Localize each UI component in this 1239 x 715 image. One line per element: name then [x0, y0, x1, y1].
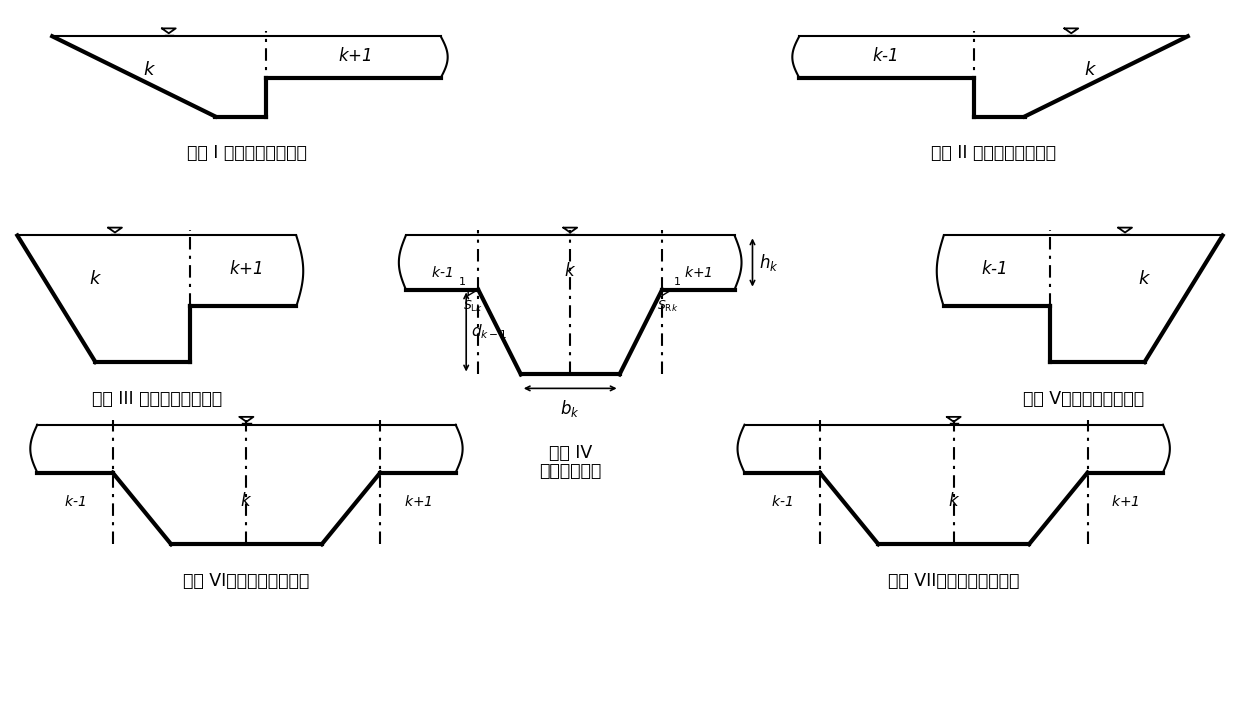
Text: $k$+1: $k$+1	[338, 47, 372, 65]
Text: $k$-1: $k$-1	[872, 47, 897, 65]
Text: $k$: $k$	[240, 492, 253, 511]
Text: $k$-1: $k$-1	[64, 494, 85, 509]
Text: （离岸主槽）: （离岸主槽）	[539, 462, 601, 480]
Text: 1: 1	[674, 277, 681, 287]
Text: 1: 1	[460, 277, 466, 287]
Text: $k$: $k$	[89, 270, 102, 287]
Text: 元素 VII（右侧离岸滩地）: 元素 VII（右侧离岸滩地）	[888, 572, 1020, 590]
Text: $k$+1: $k$+1	[229, 260, 263, 278]
Text: $d_{k-1}$: $d_{k-1}$	[471, 322, 508, 341]
Text: $k$-1: $k$-1	[981, 260, 1007, 278]
Text: 元素 III （左侧近岸主槽）: 元素 III （左侧近岸主槽）	[92, 390, 222, 408]
Text: 元素 II （右侧近岸滩地）: 元素 II （右侧近岸滩地）	[930, 144, 1056, 162]
Text: $k$-1: $k$-1	[772, 494, 793, 509]
Text: $h_k$: $h_k$	[760, 252, 779, 273]
Text: $b_k$: $b_k$	[560, 398, 580, 419]
Text: 元素 V（右侧近岸主槽）: 元素 V（右侧近岸主槽）	[1022, 390, 1144, 408]
Text: $k$+1: $k$+1	[1111, 494, 1140, 509]
Text: 元素 IV: 元素 IV	[549, 444, 592, 462]
Text: $k$: $k$	[1084, 61, 1098, 79]
Text: $k$+1: $k$+1	[404, 494, 432, 509]
Text: $k$+1: $k$+1	[684, 265, 712, 280]
Text: $k$: $k$	[142, 61, 156, 79]
Text: 元素 I （左侧近岸滩地）: 元素 I （左侧近岸滩地）	[187, 144, 306, 162]
Text: $S_{\mathrm{L}k}$: $S_{\mathrm{L}k}$	[463, 298, 483, 314]
Text: $S_{\mathrm{R}k}$: $S_{\mathrm{R}k}$	[657, 298, 678, 314]
Text: $k$: $k$	[1139, 270, 1151, 287]
Text: $k$-1: $k$-1	[431, 265, 453, 280]
Text: $k$: $k$	[564, 262, 576, 280]
Text: $k$: $k$	[948, 492, 960, 511]
Text: 元素 VI（左侧离岸滩地）: 元素 VI（左侧离岸滩地）	[183, 572, 310, 590]
